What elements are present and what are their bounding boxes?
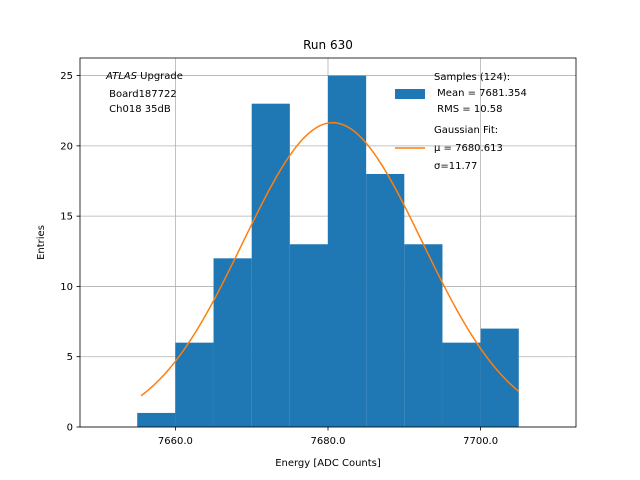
annotation-line-3: Ch018 35dB bbox=[106, 104, 171, 115]
chart-title: Run 630 bbox=[303, 38, 353, 52]
histogram-bar bbox=[366, 173, 405, 427]
legend: Samples (124): Mean = 7681.354 RMS = 10.… bbox=[395, 72, 527, 172]
legend-fit-line-3: σ=11.77 bbox=[434, 161, 477, 172]
annotation-line-2: Board187722 bbox=[106, 89, 177, 100]
histogram-bar bbox=[213, 258, 252, 427]
annotation-line-1: ATLAS Upgrade bbox=[105, 71, 183, 82]
legend-samples-swatch bbox=[395, 89, 425, 99]
histogram-bar bbox=[251, 103, 290, 427]
legend-samples-line-3: RMS = 10.58 bbox=[434, 104, 502, 115]
y-tick-label: 10 bbox=[60, 282, 73, 293]
y-tick-label: 25 bbox=[60, 71, 73, 82]
axis-ticks: 7660.0 7680.0 7700.0 0 5 10 15 20 25 bbox=[60, 71, 498, 447]
x-tick-label: 7660.0 bbox=[158, 436, 193, 447]
y-tick-label: 0 bbox=[67, 423, 73, 434]
histogram-bar bbox=[404, 244, 443, 427]
gaussian-fit-curve bbox=[140, 121, 520, 397]
gaussian-fit bbox=[140, 121, 520, 397]
annotation-atlas-word: ATLAS bbox=[105, 71, 138, 82]
y-axis-label: Entries bbox=[36, 225, 47, 260]
histogram-bar bbox=[289, 244, 328, 427]
x-tick-label: 7700.0 bbox=[463, 436, 498, 447]
histogram-bar bbox=[480, 328, 519, 427]
y-tick-label: 15 bbox=[60, 212, 73, 223]
histogram-bar bbox=[175, 342, 214, 427]
legend-samples-line-2: Mean = 7681.354 bbox=[434, 88, 527, 99]
x-tick-label: 7680.0 bbox=[311, 436, 346, 447]
y-tick-label: 5 bbox=[67, 352, 73, 363]
x-axis-label: Energy [ADC Counts] bbox=[275, 458, 381, 469]
histogram-bars bbox=[137, 75, 519, 428]
legend-fit-line-2: μ = 7680.613 bbox=[434, 143, 503, 154]
histogram-bar bbox=[328, 75, 367, 428]
legend-fit-line-1: Gaussian Fit: bbox=[434, 125, 498, 136]
detector-annotation: ATLAS Upgrade Board187722 Ch018 35dB bbox=[105, 71, 183, 115]
legend-samples-line-1: Samples (124): bbox=[434, 72, 510, 83]
y-tick-label: 20 bbox=[60, 141, 73, 152]
annotation-upgrade-word: Upgrade bbox=[137, 71, 183, 82]
histogram-bar bbox=[442, 342, 481, 427]
histogram-bar bbox=[137, 412, 176, 427]
